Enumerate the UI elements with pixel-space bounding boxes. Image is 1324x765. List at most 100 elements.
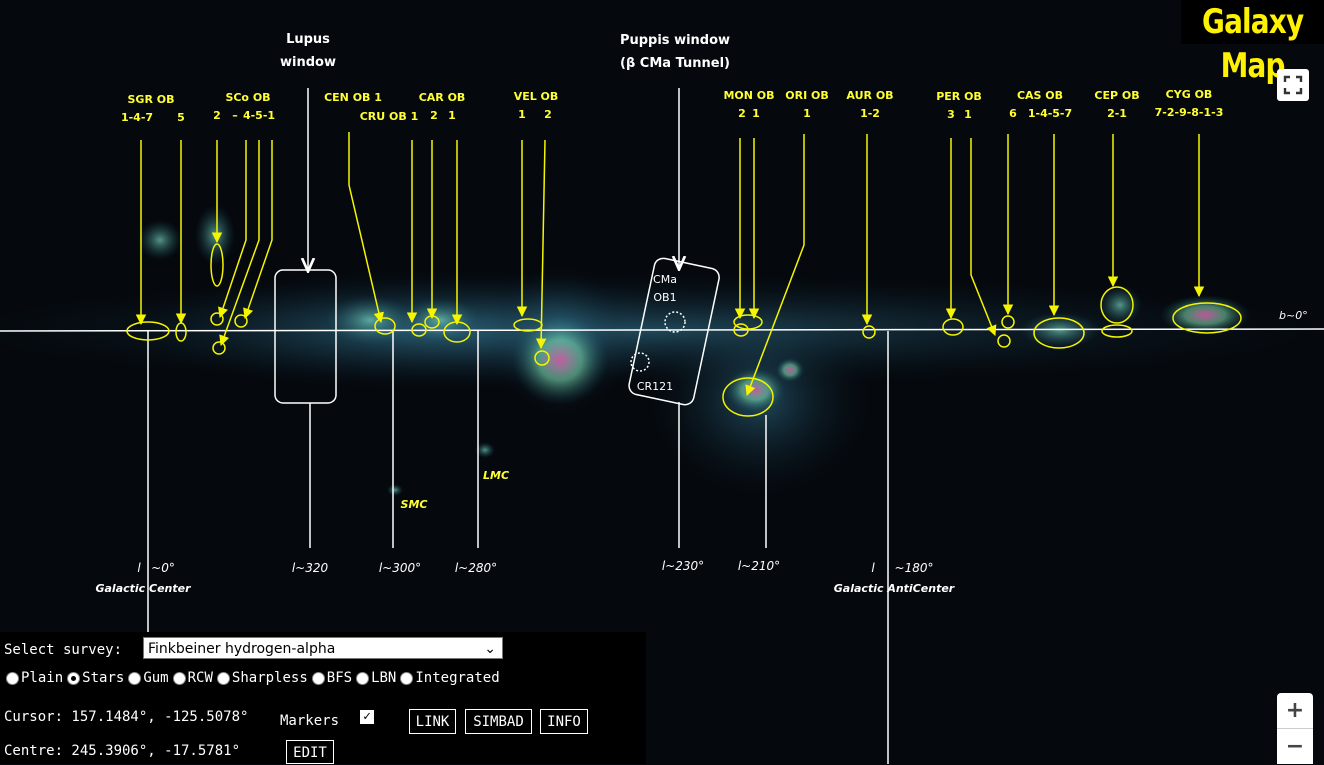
radio-gum-label: Gum (143, 670, 169, 686)
cma-ob1-marker (664, 311, 686, 333)
ob-association-markers (126, 132, 1242, 417)
sco-ob-label: SCo OB (225, 91, 270, 104)
sco-ob-dash: – (232, 109, 238, 122)
cas-ob-numbers: 1-4-5-7 (1028, 107, 1072, 120)
gc-longitude-value: ~0° (151, 561, 175, 575)
cyg-ob-label: CYG OB (1166, 88, 1213, 101)
fullscreen-button[interactable] (1277, 69, 1309, 101)
control-panel: Select survey: Finkbeiner hydrogen-alpha… (0, 632, 646, 764)
cyg-ob-numbers: 7-2-9-8-1-3 (1155, 106, 1224, 119)
markers-checkbox[interactable]: ✓ (360, 710, 374, 724)
radio-lbn[interactable]: LBN (356, 670, 396, 686)
chevron-down-icon: ⌄ (484, 641, 496, 657)
car-ob-number-2: 2 (430, 109, 438, 122)
puppis-window-label: Puppis window (620, 33, 730, 48)
radio-rcw-dot[interactable] (172, 671, 186, 685)
lmc-label: LMC (483, 469, 509, 482)
longitude-280-label: l~280° (455, 561, 497, 575)
per-ob-label: PER OB (936, 90, 982, 103)
radio-rcw[interactable]: RCW (172, 670, 213, 686)
cursor-coordinates: Cursor: 157.1484°, -125.5078° (4, 709, 249, 725)
longitude-210-label: l~210° (738, 559, 780, 573)
puppis-window-box (628, 257, 720, 406)
radio-bfs-dot[interactable] (311, 671, 325, 685)
edit-button[interactable]: EDIT (286, 740, 334, 764)
centre-coordinates: Centre: 245.3906°, -17.5781° (4, 743, 241, 759)
fullscreen-icon (1283, 75, 1303, 95)
sco-ob-numbers: 4-5-1 (243, 109, 275, 122)
gc-longitude-mark: l (137, 561, 141, 575)
vel-ob-number-2: 2 (544, 108, 552, 121)
puppis-window-label-line2: (β CMa Tunnel) (620, 56, 730, 71)
simbad-button[interactable]: SIMBAD (465, 709, 532, 734)
ori-ob-number-1: 1 (803, 107, 811, 120)
radio-integrated[interactable]: Integrated (400, 670, 500, 686)
cr121-label: CR121 (637, 380, 673, 393)
aur-ob-label: AUR OB (846, 89, 893, 102)
galactic-center-label: Galactic Center (95, 582, 191, 595)
mon-ob-number-2: 2 (738, 107, 746, 120)
cep-ob-numbers: 2-1 (1107, 107, 1127, 120)
car-ob-number-1: 1 (448, 109, 456, 122)
sgr-ob-label: SGR OB (128, 93, 175, 106)
radio-sharpless[interactable]: Sharpless (216, 670, 308, 686)
radio-plain[interactable]: Plain (6, 670, 63, 686)
cep-ob-label: CEP OB (1094, 89, 1139, 102)
radio-stars[interactable]: Stars (67, 670, 124, 686)
radio-bfs-label: BFS (326, 670, 353, 686)
lupus-window-box (274, 269, 337, 404)
ori-ob-label: ORI OB (785, 89, 828, 102)
radio-integrated-dot[interactable] (400, 671, 414, 685)
cma-ob1-label: OB1 (653, 291, 676, 304)
radio-gum[interactable]: Gum (128, 670, 169, 686)
radio-gum-dot[interactable] (128, 671, 142, 685)
radio-integrated-label: Integrated (415, 670, 500, 686)
cma-label: CMa (653, 273, 677, 286)
cr121-marker (630, 352, 650, 372)
vel-ob-number-1: 1 (518, 108, 526, 121)
markers-label: Markers (280, 713, 340, 729)
survey-selected-value: Finkbeiner hydrogen-alpha (148, 641, 336, 657)
radio-lbn-dot[interactable] (356, 671, 370, 685)
zoom-out-button[interactable]: − (1285, 734, 1305, 759)
vel-ob-label: VEL OB (514, 90, 559, 103)
radio-plain-dot[interactable] (6, 671, 19, 685)
per-ob-number-1: 1 (964, 108, 972, 121)
radio-bfs[interactable]: BFS (311, 670, 353, 686)
radio-plain-label: Plain (21, 670, 64, 686)
survey-select-label: Select survey: (4, 642, 123, 658)
car-ob-label: CAR OB (419, 91, 466, 104)
galaxy-map-logo: Galaxy Map (1181, 0, 1324, 86)
radio-lbn-label: LBN (371, 670, 397, 686)
gac-longitude-value: ~180° (895, 561, 934, 575)
longitude-320-label: l~320 (292, 561, 329, 575)
mon-ob-label: MON OB (723, 89, 774, 102)
radio-sharpless-dot[interactable] (216, 671, 230, 685)
longitude-300-label: l~300° (379, 561, 421, 575)
sco-ob-number-2: 2 (213, 109, 221, 122)
mon-ob-number-1: 1 (752, 107, 760, 120)
smc-label: SMC (401, 498, 428, 511)
layer-radio-group: Plain Stars Gum RCW Sharpless BFS LBN In… (6, 670, 504, 686)
radio-stars-label: Stars (82, 670, 125, 686)
gac-longitude-mark: l (871, 561, 875, 575)
radio-sharpless-label: Sharpless (231, 670, 308, 686)
per-ob-number-3: 3 (947, 108, 955, 121)
radio-rcw-label: RCW (187, 670, 213, 686)
plane-latitude-label: b~0° (1279, 309, 1308, 322)
cas-ob-label: CAS OB (1017, 89, 1063, 102)
radio-stars-dot[interactable] (67, 671, 81, 685)
cru-ob-label: CRU OB 1 (360, 110, 419, 123)
sgr-ob-number-5: 5 (177, 111, 185, 124)
sgr-ob-numbers: 1-4-7 (121, 111, 153, 124)
link-button[interactable]: LINK (409, 709, 456, 734)
info-button[interactable]: INFO (540, 709, 588, 734)
longitude-230-label: l~230° (662, 559, 704, 573)
survey-select[interactable]: Finkbeiner hydrogen-alpha ⌄ (143, 637, 503, 659)
cen-ob-label: CEN OB 1 (324, 91, 382, 104)
zoom-in-button[interactable]: + (1285, 698, 1305, 723)
lupus-window-label-line2: window (280, 55, 336, 70)
cas-ob-number-6: 6 (1009, 107, 1017, 120)
zoom-divider (1277, 728, 1313, 729)
galactic-anticenter-label: Galactic AntiCenter (834, 582, 955, 595)
